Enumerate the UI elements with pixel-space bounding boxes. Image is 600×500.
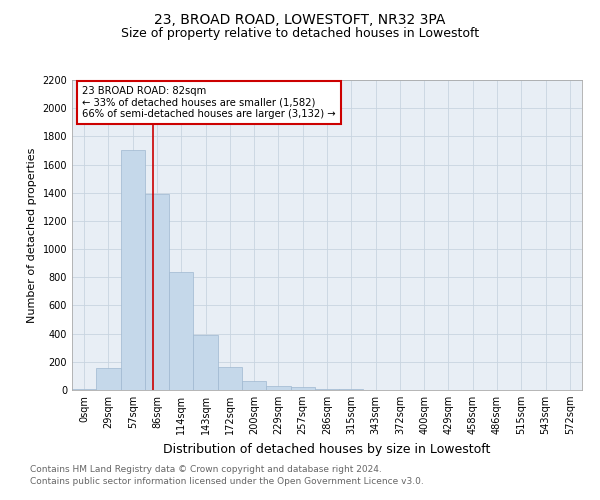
Bar	[145, 194, 169, 390]
Bar	[218, 367, 242, 390]
Bar	[290, 387, 315, 390]
Bar	[339, 388, 364, 390]
Y-axis label: Number of detached properties: Number of detached properties	[27, 148, 37, 322]
Text: 23, BROAD ROAD, LOWESTOFT, NR32 3PA: 23, BROAD ROAD, LOWESTOFT, NR32 3PA	[154, 12, 446, 26]
Text: 23 BROAD ROAD: 82sqm
← 33% of detached houses are smaller (1,582)
66% of semi-de: 23 BROAD ROAD: 82sqm ← 33% of detached h…	[82, 86, 336, 120]
Text: Contains public sector information licensed under the Open Government Licence v3: Contains public sector information licen…	[30, 477, 424, 486]
Bar	[96, 368, 121, 390]
Bar	[242, 381, 266, 390]
Bar	[315, 388, 339, 390]
Bar	[193, 335, 218, 390]
Bar	[169, 272, 193, 390]
Bar	[266, 386, 290, 390]
X-axis label: Distribution of detached houses by size in Lowestoft: Distribution of detached houses by size …	[163, 442, 491, 456]
Bar	[121, 150, 145, 390]
Text: Contains HM Land Registry data © Crown copyright and database right 2024.: Contains HM Land Registry data © Crown c…	[30, 465, 382, 474]
Text: Size of property relative to detached houses in Lowestoft: Size of property relative to detached ho…	[121, 28, 479, 40]
